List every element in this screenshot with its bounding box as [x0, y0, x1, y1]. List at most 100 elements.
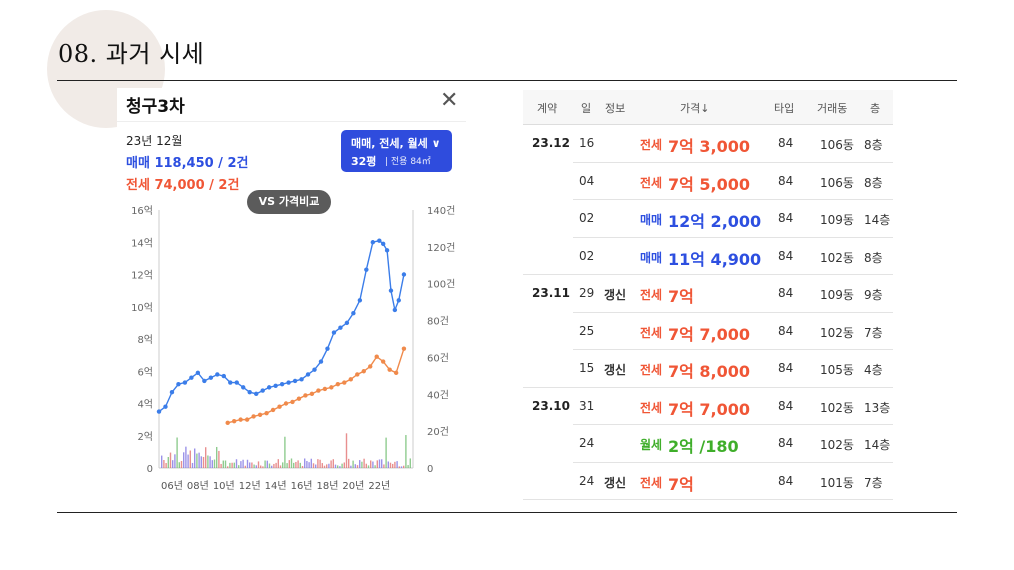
sale-point [299, 377, 304, 382]
cell-trade-type: 전세 [640, 325, 663, 340]
volume-bar [343, 462, 345, 468]
volume-bar [178, 462, 180, 468]
sale-point [396, 298, 401, 303]
jeonse-point [335, 381, 341, 387]
volume-bar [189, 450, 191, 468]
volume-bar [400, 466, 403, 468]
volume-bar [308, 462, 310, 468]
cell-day: 02 [579, 211, 595, 225]
volume-bar [240, 461, 242, 468]
volume-bar [284, 436, 286, 468]
cell-dong: 102동 [820, 325, 854, 340]
x-tick-label: 06년 [161, 480, 183, 492]
header-price[interactable]: 가격↓ [680, 102, 710, 115]
slide-title: 08. 과거 시세 [58, 40, 205, 68]
cell-floor: 8층 [864, 175, 883, 190]
cell-price: 2억 /180 [668, 437, 739, 456]
table-row: 15 갱신 전세 7억 8,000 84 105동 4층 [523, 350, 893, 388]
cell-trade-type: 월세 [640, 438, 663, 452]
sale-point [202, 378, 207, 384]
volume-bar [330, 460, 332, 468]
sale-point [228, 380, 233, 385]
sale-point [364, 267, 369, 272]
volume-bar [209, 456, 211, 468]
y-tick-label-left: 16억 [131, 205, 153, 217]
cell-area: 84 [778, 361, 794, 375]
volume-bar [194, 448, 196, 468]
volume-bar [293, 462, 295, 468]
jeonse-point [283, 401, 289, 406]
sale-point [305, 372, 311, 377]
volume-bar [246, 459, 249, 468]
cell-day: 29 [579, 286, 595, 300]
volume-bar [352, 460, 354, 468]
volume-bar [277, 459, 279, 468]
row-divider [573, 161, 893, 163]
cell-price: 7억 8,000 [668, 362, 751, 381]
jeonse-point [316, 388, 321, 393]
volume-bar [163, 460, 165, 468]
volume-bar [306, 460, 308, 468]
sale-point [388, 288, 394, 293]
jeonse-point [231, 419, 237, 424]
close-icon[interactable]: ✕ [440, 88, 459, 113]
header-day: 일 [581, 102, 592, 115]
volume-bar [266, 460, 268, 468]
volume-bar [389, 462, 392, 468]
header-dong: 거래동 [817, 102, 848, 115]
sale-point [241, 385, 246, 390]
jeonse-point [244, 417, 250, 422]
volume-bar [403, 465, 405, 468]
volume-bar [207, 455, 209, 468]
sale-point [331, 330, 337, 335]
volume-bar [315, 464, 317, 468]
volume-bar [359, 460, 361, 468]
volume-bar [220, 463, 222, 468]
volume-bar [218, 450, 220, 468]
volume-bar [231, 462, 233, 468]
row-divider [523, 499, 893, 500]
cell-trade-type: 전세 [640, 138, 663, 152]
sale-point [312, 367, 317, 372]
volume-bar [169, 452, 172, 468]
cell-day: 24 [579, 436, 595, 450]
sale-point [325, 346, 330, 351]
volume-bar [396, 461, 398, 468]
cell-dong: 109동 [820, 213, 854, 227]
volume-bar [180, 460, 183, 468]
trade-type-filter-button[interactable]: 매매, 전세, 월세 ∨ 32평 | 전용 84㎡ [341, 130, 452, 172]
volume-bar [268, 463, 271, 468]
sale-point [260, 388, 265, 393]
cell-trade-type: 매매 [640, 213, 663, 227]
cell-floor: 9층 [864, 288, 883, 302]
y-tick-label-right: 40건 [427, 389, 449, 401]
sale-point [176, 381, 181, 387]
cell-area: 84 [778, 398, 794, 413]
volume-bar [370, 460, 372, 468]
volume-bar [319, 459, 321, 468]
row-divider [573, 461, 893, 463]
volume-bar [273, 463, 275, 468]
volume-bar [222, 460, 224, 468]
cell-price: 7억 [668, 474, 694, 494]
row-divider [573, 236, 893, 238]
volume-bar [275, 462, 277, 468]
jeonse-point [303, 393, 308, 398]
volume-bar [378, 459, 381, 468]
x-tick-label: 16년 [291, 480, 313, 492]
jeonse-point [225, 420, 230, 426]
volume-bar [361, 461, 363, 468]
cell-area: 84 [778, 211, 794, 225]
cell-dong: 101동 [820, 475, 854, 490]
y-tick-label-right: 140건 [427, 205, 455, 217]
compare-button[interactable]: VS 가격비교 [247, 190, 331, 214]
volume-bar [253, 464, 255, 468]
volume-bar [224, 460, 227, 468]
volume-bar [288, 460, 290, 468]
volume-bar [205, 447, 207, 468]
table-row: 02 매매 11억 4,900 84 102동 8층 [523, 238, 893, 275]
volume-bar [251, 462, 253, 468]
cell-year-month: 23.11 [532, 286, 570, 300]
volume-bar [183, 452, 185, 468]
period-label: 23년 12월 [126, 134, 183, 148]
